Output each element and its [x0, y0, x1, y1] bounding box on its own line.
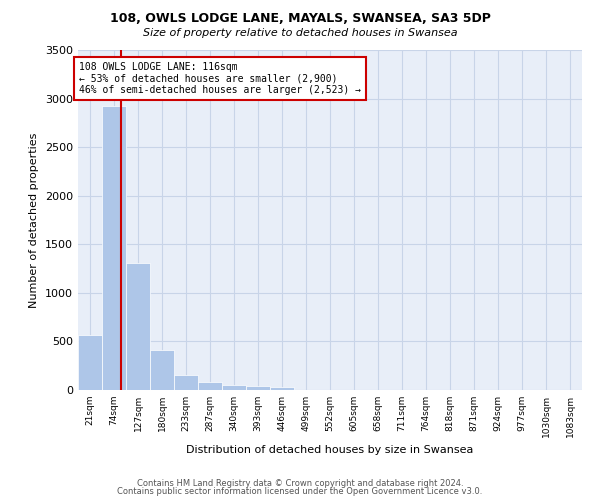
Y-axis label: Number of detached properties: Number of detached properties: [29, 132, 40, 308]
Bar: [150, 350, 174, 390]
Bar: [102, 106, 126, 390]
Bar: [78, 334, 102, 390]
X-axis label: Distribution of detached houses by size in Swansea: Distribution of detached houses by size …: [187, 446, 473, 456]
Text: Contains public sector information licensed under the Open Government Licence v3: Contains public sector information licen…: [118, 487, 482, 496]
Bar: [198, 382, 222, 390]
Bar: [246, 386, 270, 390]
Bar: [222, 384, 246, 390]
Bar: [126, 262, 150, 390]
Text: 108 OWLS LODGE LANE: 116sqm
← 53% of detached houses are smaller (2,900)
46% of : 108 OWLS LODGE LANE: 116sqm ← 53% of det…: [79, 62, 361, 95]
Bar: [270, 386, 294, 390]
Bar: [174, 375, 198, 390]
Text: Size of property relative to detached houses in Swansea: Size of property relative to detached ho…: [143, 28, 457, 38]
Text: 108, OWLS LODGE LANE, MAYALS, SWANSEA, SA3 5DP: 108, OWLS LODGE LANE, MAYALS, SWANSEA, S…: [110, 12, 490, 26]
Text: Contains HM Land Registry data © Crown copyright and database right 2024.: Contains HM Land Registry data © Crown c…: [137, 478, 463, 488]
